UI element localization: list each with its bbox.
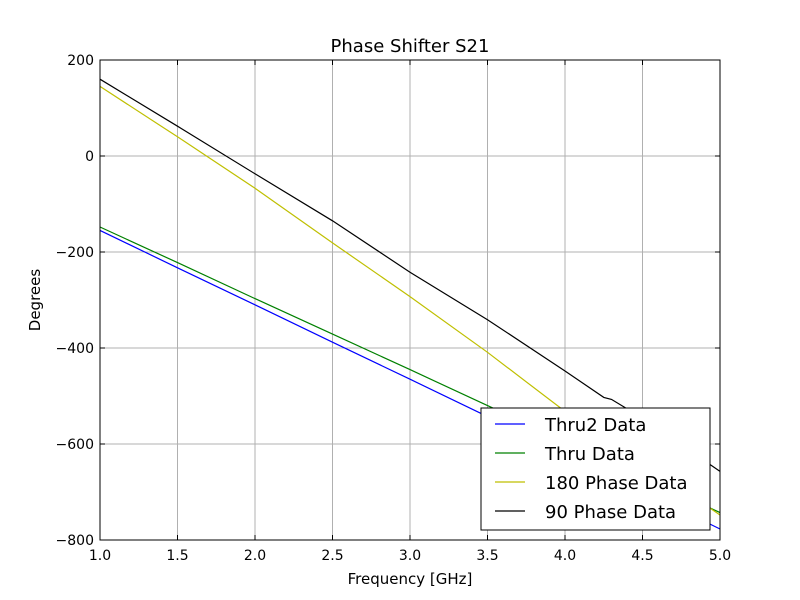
x-tick-label: 3.5 (476, 548, 498, 564)
x-tick-label: 5.0 (709, 548, 731, 564)
legend-label-1: Thru Data (544, 444, 635, 465)
x-axis-label: Frequency [GHz] (348, 570, 473, 588)
legend-label-2: 180 Phase Data (545, 473, 688, 494)
x-tick-label: 1.5 (166, 548, 188, 564)
x-tick-label: 4.5 (631, 548, 653, 564)
x-tick-label: 2.5 (321, 548, 343, 564)
y-axis-label: Degrees (26, 269, 44, 332)
legend-box (480, 407, 711, 531)
x-tick-label: 4.0 (554, 548, 576, 564)
x-tick-label: 3.0 (399, 548, 421, 564)
chart-title: Phase Shifter S21 (331, 36, 490, 57)
y-tick-label: −400 (56, 341, 94, 357)
y-tick-label: −800 (56, 533, 94, 549)
legend: Thru2 Data Thru Data 180 Phase Data 90 Phas… (480, 407, 711, 531)
y-tick-label: −600 (56, 437, 94, 453)
y-tick-label: −200 (56, 245, 94, 261)
series-line-3 (99, 78, 721, 472)
legend-label-0: Thru2 Data (544, 415, 646, 436)
y-tick-label: 200 (67, 53, 94, 69)
axis-ticks: 1.0 1.5 2.0 2.5 3.0 3.5 4.0 4.5 5.0 200 0 −200 −400 −… (56, 53, 732, 564)
x-tick-label: 1.0 (89, 548, 111, 564)
y-tick-label: 0 (85, 149, 94, 165)
legend-label-3: 90 Phase Data (545, 502, 676, 523)
x-tick-label: 2.0 (244, 548, 266, 564)
